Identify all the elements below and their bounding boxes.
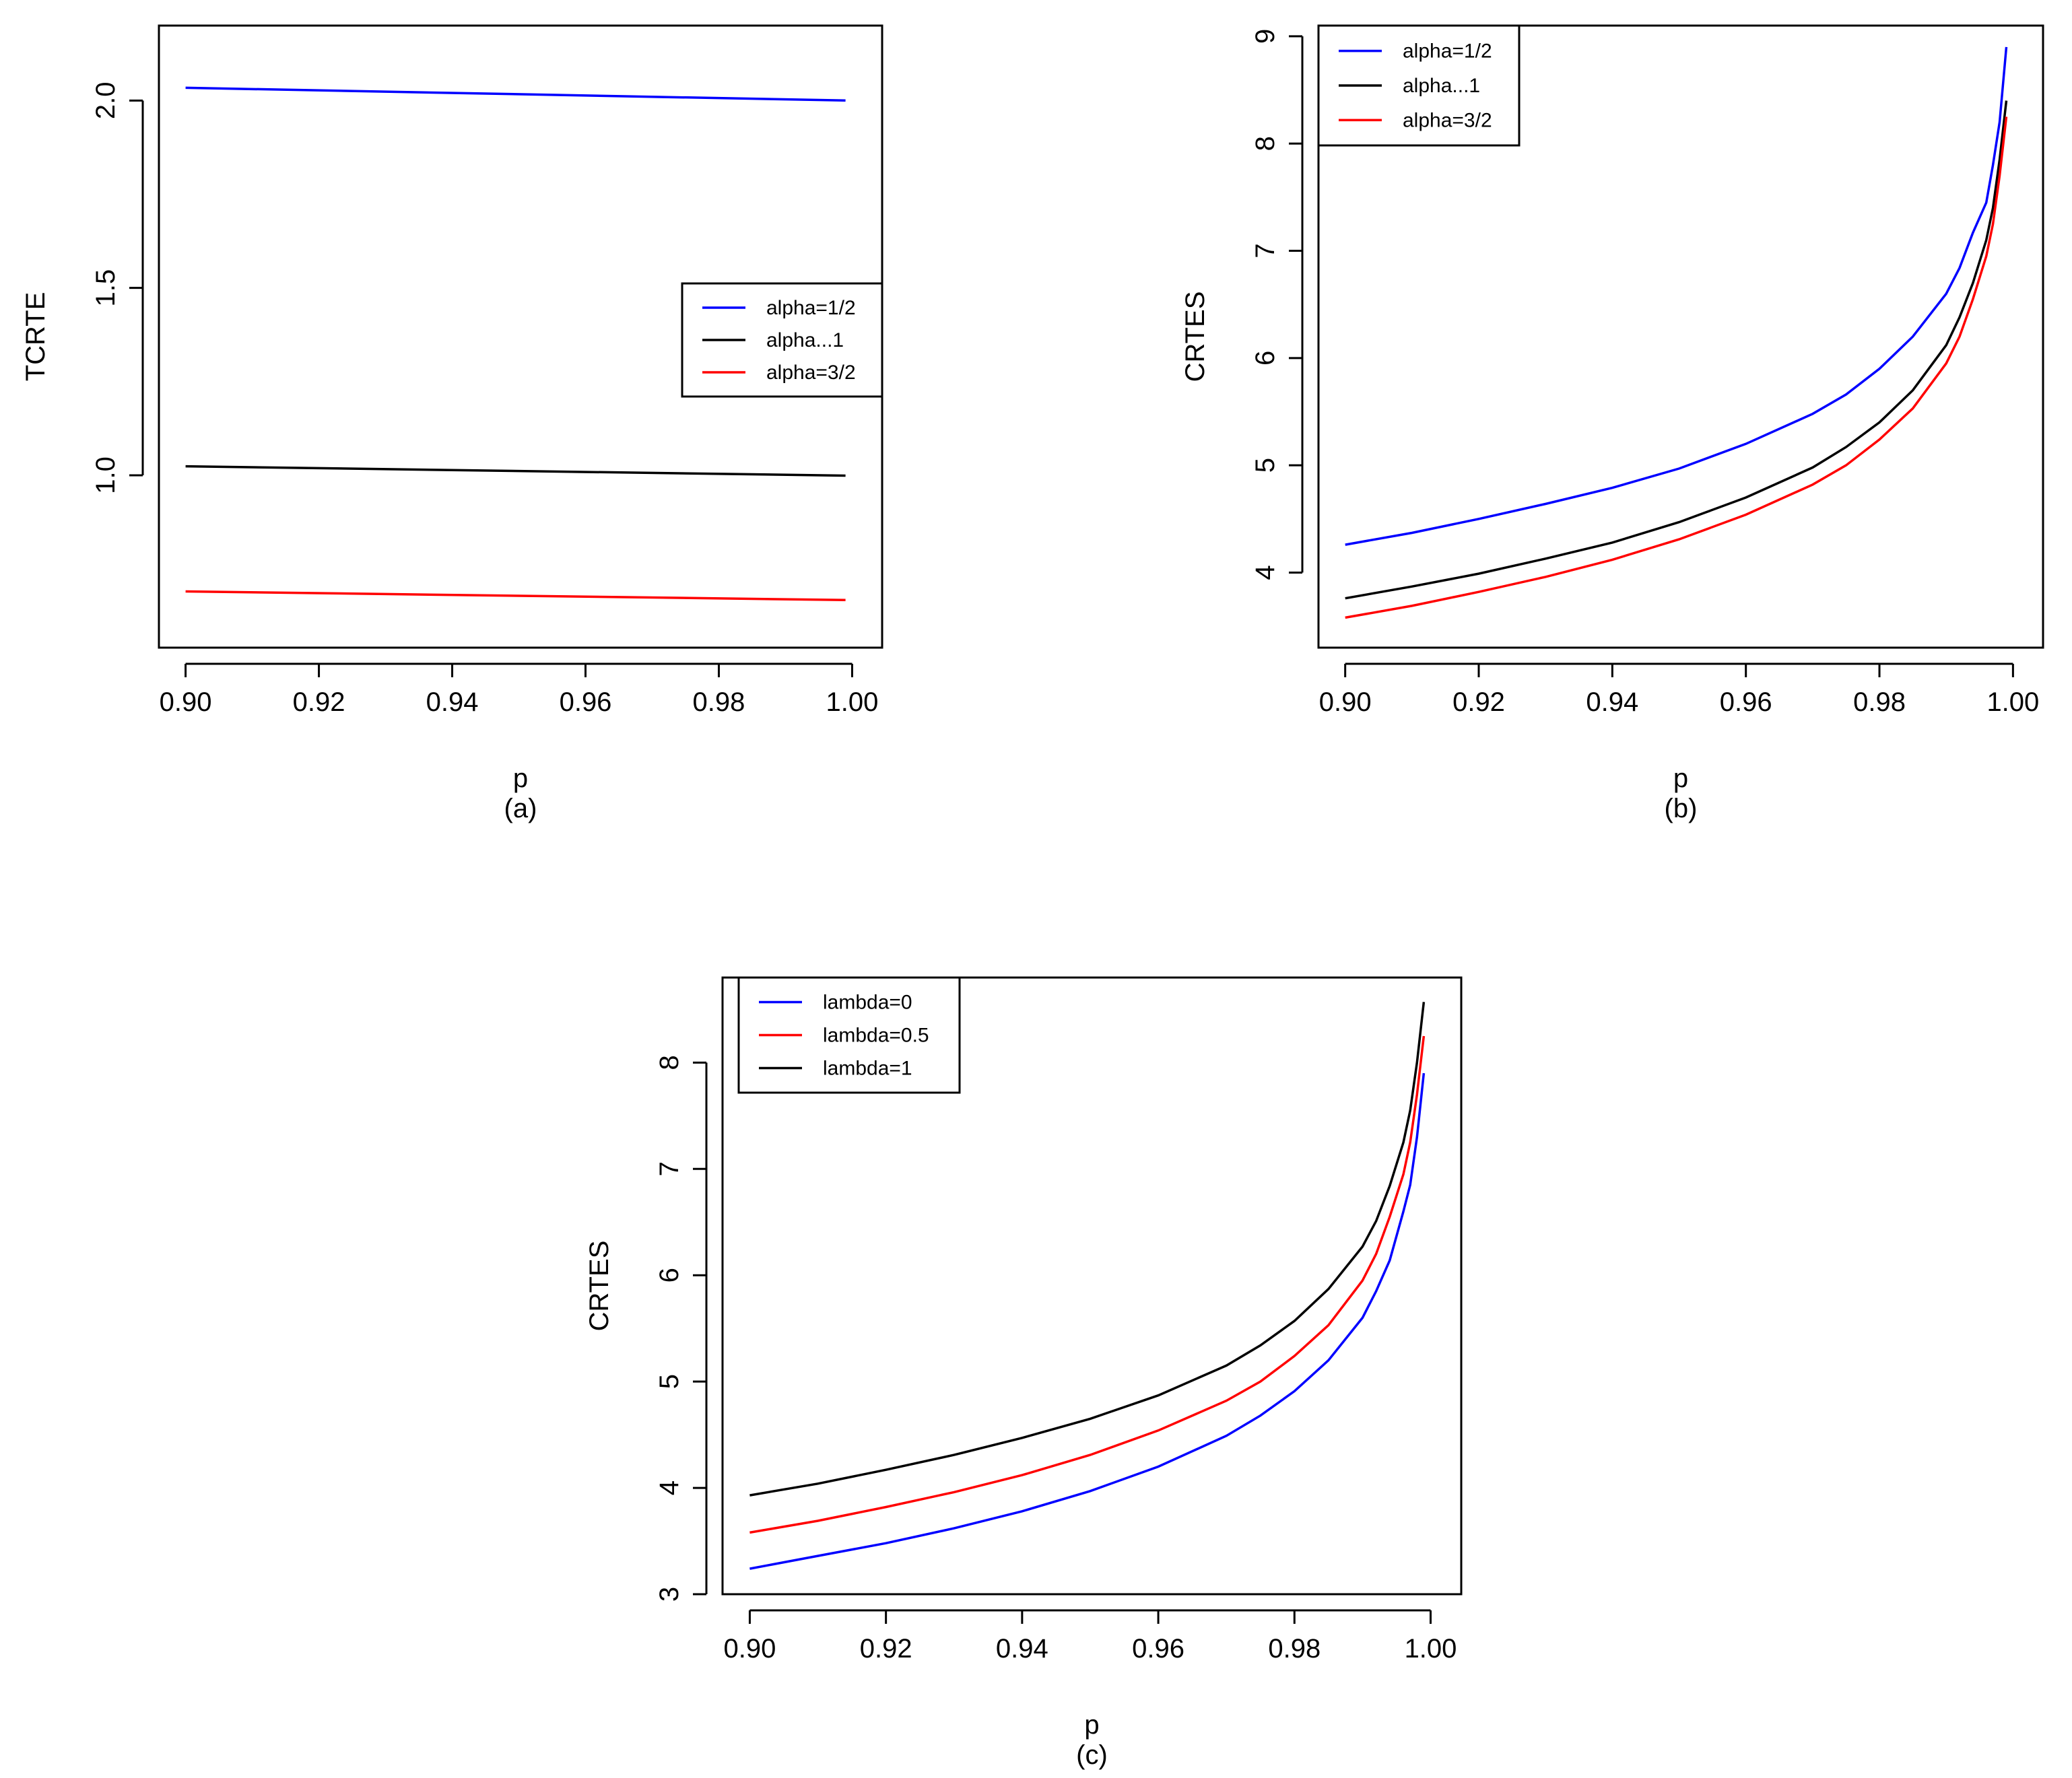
- x-tick-label: 1.00: [1986, 687, 2039, 717]
- legend-label: alpha=3/2: [1403, 109, 1492, 131]
- x-axis-label: p: [1084, 1710, 1099, 1740]
- legend-label: alpha=1/2: [766, 297, 856, 319]
- x-tick-label: 0.90: [724, 1634, 776, 1664]
- plot-frame: [721, 976, 1463, 1596]
- series-line-alpha-1-2: [1345, 46, 2008, 546]
- x-axis: 0.90 0.92 0.94 0.96 0.98 1.00: [160, 662, 879, 717]
- y-tick-label: 2.0: [91, 82, 121, 120]
- panel-label: (b): [1665, 794, 1698, 823]
- panel-b: 0.90 0.92 0.94 0.96 0.98 1.00 4 5 6 7 8 9 p(b) CRTES a…: [1180, 24, 2044, 823]
- x-tick-label: 0.98: [1853, 687, 1906, 717]
- y-tick-label: 7: [655, 1161, 684, 1176]
- x-tick-label: 0.92: [1452, 687, 1505, 717]
- y-axis-label: CRTES: [1180, 292, 1210, 382]
- series-line-lambda-0-5: [749, 1035, 1426, 1534]
- panel-c: 0.90 0.92 0.94 0.96 0.98 1.00 3 4 5 6 7 8 p(c) CRTES l…: [584, 976, 1463, 1770]
- y-tick-label: 4: [655, 1480, 684, 1495]
- y-tick-label: 4: [1250, 565, 1280, 580]
- y-tick-label: 6: [655, 1268, 684, 1283]
- plot-frame: [1317, 24, 2044, 649]
- y-axis-label: CRTES: [584, 1241, 614, 1332]
- x-tick-label: 0.98: [1268, 1634, 1321, 1664]
- y-tick-label: 5: [655, 1374, 684, 1389]
- y-axis-label: TCRTE: [21, 292, 51, 382]
- y-tick-label: 9: [1250, 29, 1280, 44]
- y-axis: 3 4 5 6 7 8: [655, 1055, 708, 1602]
- x-tick-label: 0.96: [1132, 1634, 1184, 1664]
- series-line-alpha-1-2: [185, 86, 846, 102]
- legend-label: alpha...1: [1403, 75, 1480, 97]
- x-tick-label: 0.90: [160, 687, 212, 717]
- x-tick-label: 1.00: [826, 687, 879, 717]
- panel-a: 0.90 0.92 0.94 0.96 0.98 1.00 1.0 1.5 2.0 p(a) TCR…: [21, 24, 883, 823]
- panel-label: (c): [1076, 1740, 1108, 1770]
- series-line-alpha-3-2: [185, 590, 846, 602]
- y-tick-label: 5: [1250, 458, 1280, 473]
- x-axis: 0.90 0.92 0.94 0.96 0.98 1.00: [724, 1609, 1457, 1664]
- panel-label: (a): [504, 794, 537, 823]
- x-tick-label: 0.96: [560, 687, 612, 717]
- x-tick-label: 0.96: [1720, 687, 1772, 717]
- x-tick-label: 0.92: [293, 687, 345, 717]
- x-axis-label: p: [1673, 763, 1688, 793]
- x-tick-label: 1.00: [1405, 1634, 1457, 1664]
- legend: alpha=1/2 alpha...1 alpha=3/2: [681, 282, 883, 398]
- legend-label: alpha...1: [766, 329, 844, 351]
- legend: lambda=0 lambda=0.5 lambda=1: [737, 976, 961, 1094]
- legend-label: alpha=1/2: [1403, 40, 1492, 63]
- x-tick-label: 0.94: [996, 1634, 1048, 1664]
- x-tick-label: 0.92: [860, 1634, 912, 1664]
- x-axis: 0.90 0.92 0.94 0.96 0.98 1.00: [1319, 662, 2039, 717]
- series-line-alpha-1: [185, 465, 846, 477]
- y-axis: 4 5 6 7 8 9: [1250, 29, 1304, 580]
- x-axis-label: p: [513, 763, 528, 793]
- y-tick-label: 3: [655, 1587, 684, 1602]
- series-line-alpha-1: [1345, 100, 2008, 600]
- legend-label: lambda=1: [823, 1058, 912, 1080]
- x-tick-label: 0.94: [1586, 687, 1638, 717]
- y-tick-label: 8: [1250, 136, 1280, 151]
- y-tick-label: 7: [1250, 243, 1280, 258]
- y-axis: 1.0 1.5 2.0: [91, 82, 144, 494]
- series-line-lambda-0: [749, 1072, 1426, 1570]
- y-tick-label: 8: [655, 1055, 684, 1070]
- y-tick-label: 1.5: [91, 269, 121, 307]
- y-tick-label: 6: [1250, 351, 1280, 366]
- y-tick-label: 1.0: [91, 456, 121, 494]
- series-line-lambda-1: [749, 1002, 1426, 1497]
- legend-label: lambda=0.5: [823, 1025, 929, 1047]
- legend-label: alpha=3/2: [766, 362, 856, 384]
- x-tick-label: 0.90: [1319, 687, 1372, 717]
- legend-label: lambda=0: [823, 992, 912, 1014]
- legend: alpha=1/2 alpha...1 alpha=3/2: [1317, 24, 1520, 147]
- series-line-alpha-3-2: [1345, 116, 2008, 619]
- x-tick-label: 0.94: [426, 687, 479, 717]
- x-tick-label: 0.98: [693, 687, 745, 717]
